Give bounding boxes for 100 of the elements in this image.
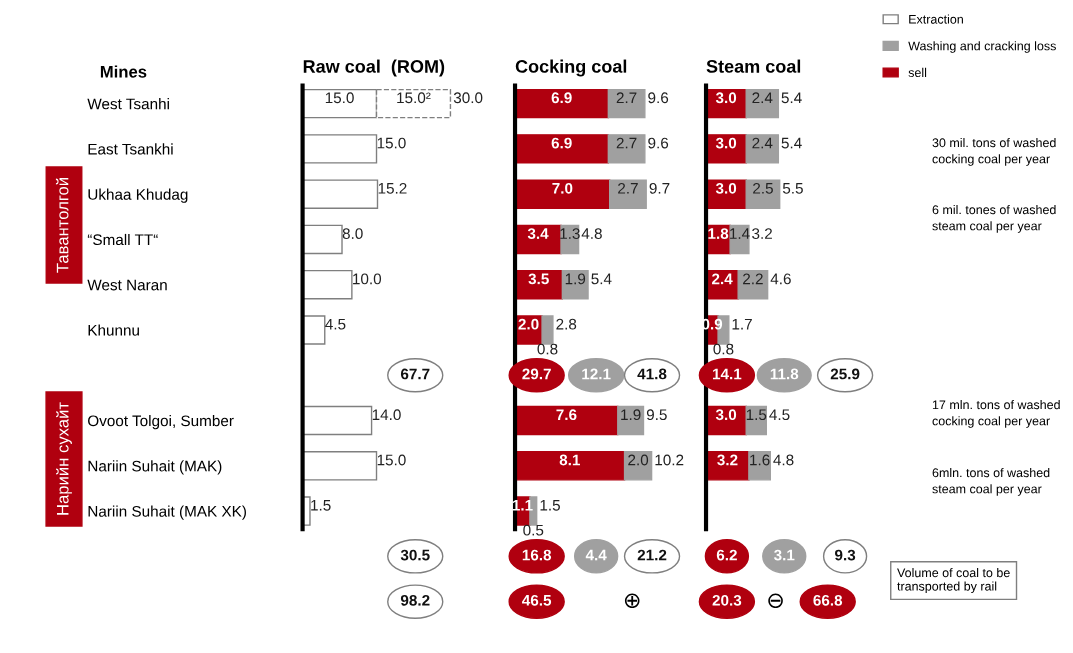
- bar: [302, 269, 353, 300]
- bar: [302, 405, 373, 436]
- data-label: 3.4: [527, 228, 549, 240]
- data-label: 1.8: [708, 228, 729, 240]
- bar: [607, 88, 646, 119]
- total-label: 4.5: [769, 409, 790, 421]
- annotation: 16.8: [522, 549, 552, 561]
- bar: [515, 405, 619, 436]
- legend-label: Extraction: [909, 14, 963, 24]
- data-label: 2.4: [752, 92, 773, 104]
- bar: [745, 179, 781, 209]
- annotation: 14.1: [712, 368, 742, 380]
- bar: [745, 88, 780, 119]
- bar: [607, 134, 646, 164]
- annotation: ⊖: [768, 593, 783, 609]
- data-label: 15.2: [378, 182, 407, 194]
- bar: [737, 269, 769, 300]
- bar: [623, 451, 653, 481]
- total-label: 3.2: [752, 228, 772, 240]
- y-tick-label: “Small TT“: [87, 233, 158, 246]
- bar: [745, 134, 780, 164]
- data-label: 2.0: [628, 454, 649, 466]
- annotation: 30.5: [400, 549, 430, 561]
- data-label: 15.0: [325, 92, 354, 104]
- y-tick-label: West Naran: [87, 279, 167, 291]
- annotation: 41.8: [637, 368, 667, 380]
- y-tick-label: Khunnu: [88, 324, 139, 336]
- bar: [560, 224, 580, 255]
- bar: [608, 179, 647, 209]
- data-label: 2.5: [753, 182, 773, 194]
- bar: [729, 224, 750, 255]
- total-label: 5.4: [781, 92, 802, 104]
- data-label: 1.9: [621, 409, 641, 421]
- y-tick-label: Ovoot Tolgoi, Sumber: [88, 415, 234, 430]
- text: Нарийн сухайт: [56, 402, 72, 515]
- text: 9.3: [835, 549, 856, 561]
- annotation: 20.3: [712, 594, 742, 606]
- bar: [515, 451, 626, 481]
- annotation: 46.5: [522, 594, 552, 606]
- annotation: 21.2: [637, 549, 667, 561]
- data-label: 2.7: [618, 182, 638, 194]
- total-label: 4.8: [581, 228, 602, 240]
- bar: [302, 179, 379, 209]
- annotation: 67.7: [400, 368, 430, 380]
- bar: [302, 224, 343, 255]
- chart-title: Cocking coal: [515, 59, 627, 77]
- data-label: 3.5: [528, 273, 549, 285]
- data-label: 3.0: [715, 182, 737, 194]
- data-label: 14.0: [372, 409, 401, 421]
- bar: [302, 134, 378, 164]
- data-label: 2.0: [518, 318, 539, 330]
- data-label: 1.3: [560, 228, 580, 240]
- total-label: 30.0: [453, 92, 483, 104]
- data-label: 1.5: [746, 409, 767, 421]
- data-label: 2.4: [752, 137, 773, 149]
- annotation: 12.1: [582, 368, 611, 380]
- data-label: 3.0: [715, 92, 737, 104]
- total-label: 9.6: [648, 137, 669, 149]
- data-label: 15.0: [377, 454, 406, 466]
- y-tick-label: West Tsanhi: [87, 98, 169, 110]
- data-label: 10.0: [353, 273, 382, 285]
- data-label: 2.7: [616, 137, 637, 149]
- data-label: 15.0: [377, 137, 406, 149]
- bar: [748, 451, 772, 481]
- data-label: 4.5: [325, 318, 346, 330]
- data-label: 3.2: [717, 454, 738, 466]
- data-label: 0.8: [537, 343, 558, 355]
- legend-label: sell: [908, 67, 927, 77]
- text: Volume of coal to be transported by rail: [897, 568, 1010, 594]
- data-label: 2.4: [712, 273, 733, 285]
- total-label: 5.4: [591, 273, 612, 285]
- data-label: 7.6: [556, 409, 577, 421]
- text: 66.8: [813, 594, 843, 606]
- bar: [515, 134, 610, 164]
- data-label: 15.0²: [397, 92, 431, 104]
- text: 17 mln. tons of washed cocking coal per year: [932, 400, 1060, 428]
- chart-title: Steam coal: [706, 59, 801, 73]
- text: 6mln. tons of washed steam coal per year: [932, 468, 1050, 496]
- data-label: 1.5: [311, 499, 331, 511]
- text: 6 mil. tones of washed steam coal per year: [932, 205, 1056, 233]
- annotation: 4.4: [585, 549, 607, 561]
- data-label: 1.6: [750, 454, 770, 466]
- bar: [515, 179, 611, 209]
- text: 25.9: [830, 368, 860, 380]
- data-label: 1.4: [730, 228, 750, 239]
- data-label: 8.1: [559, 454, 580, 466]
- legend-label: Washing and cracking loss: [908, 41, 1056, 53]
- data-label: 3.0: [715, 137, 737, 149]
- total-label: 9.7: [649, 182, 670, 194]
- data-label: 6.9: [551, 92, 572, 104]
- data-label: 6.9: [551, 137, 572, 149]
- chart-title: Raw coal (ROM): [303, 59, 445, 77]
- total-label: 10.2: [655, 454, 684, 466]
- data-label: 0.8: [713, 343, 734, 355]
- data-label: 1.9: [565, 273, 586, 285]
- annotation: 3.1: [773, 549, 795, 561]
- y-tick-label: Ukhaa Khudag: [88, 188, 188, 203]
- annotation: 11.8: [770, 368, 799, 380]
- total-label: 4.8: [773, 454, 794, 466]
- total-label: 2.8: [556, 318, 577, 330]
